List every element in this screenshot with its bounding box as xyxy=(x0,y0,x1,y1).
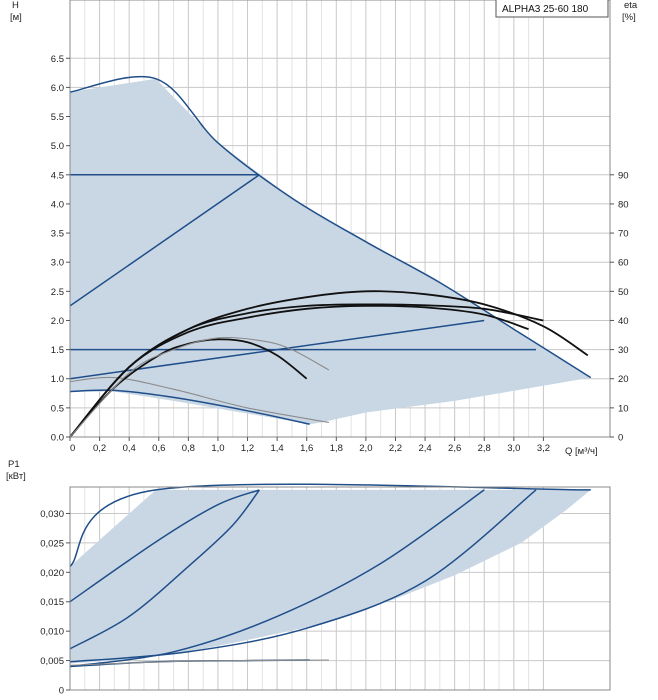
model-label-box: ALPHA3 25-60 180 xyxy=(495,0,609,18)
top-ytick-label-11: 5.5 xyxy=(51,112,64,123)
bot-ytick-label-3: 0,015 xyxy=(40,597,64,608)
top-ytick-label-12: 6.0 xyxy=(51,83,64,94)
power-plot-border xyxy=(69,486,611,691)
flow-x-ticks: 0 0,2 0,4 0,6 0,8 1,0 1,2 1,4 1,6 1,8 2,0 2,2 2,4 2,6… xyxy=(69,437,550,454)
top-ytick-label-8: 4.0 xyxy=(51,199,64,210)
bot-curve-4 xyxy=(69,489,485,668)
top-xtick-label-12: 2,4 xyxy=(418,443,431,454)
head-axis-label: H xyxy=(12,0,19,11)
top-xtick-label-15: 3,0 xyxy=(507,443,520,454)
top-ytick-label-4: 2.0 xyxy=(51,316,64,327)
top-y2tick-label-2: 20 xyxy=(618,374,629,385)
top-ytick-label-5: 2.5 xyxy=(51,287,64,298)
top-y2tick-label-6: 60 xyxy=(618,258,629,269)
top-y2tick-label-9: 90 xyxy=(618,170,629,181)
top-xtick-label-0: 0 xyxy=(70,443,75,454)
power-axis-label: P1 xyxy=(8,459,20,470)
top-xtick-label-8: 1,6 xyxy=(300,443,313,454)
flow-axis-label: Q [м³/ч] xyxy=(565,446,598,457)
top-xtick-label-3: 0,6 xyxy=(152,443,165,454)
top-y2tick-label-8: 80 xyxy=(618,199,629,210)
head-y-ticks: 0.0 0.5 1.0 1.5 2.0 2.5 3.0 3.5 4.0 4.5 5.0 5.5 6.0 6… xyxy=(51,54,70,444)
top-y2tick-label-5: 50 xyxy=(618,287,629,298)
bot-curve-2 xyxy=(69,489,260,650)
power-axis-unit: [кВт] xyxy=(6,471,26,482)
top-ytick-label-7: 3.5 xyxy=(51,229,64,240)
bot-ytick-label-2: 0,010 xyxy=(40,627,64,638)
bot-curve-1 xyxy=(69,489,260,603)
head-curves xyxy=(69,75,592,438)
top-xtick-label-16: 3,2 xyxy=(537,443,550,454)
top-y2tick-label-4: 40 xyxy=(618,316,629,327)
top-xtick-label-4: 0,8 xyxy=(182,443,195,454)
head-panel: 0.0 0.5 1.0 1.5 2.0 2.5 3.0 3.5 4.0 4.5 5.0 5.5 6.0 6… xyxy=(10,0,638,457)
head-plot-border xyxy=(69,0,611,438)
top-y2tick-label-7: 70 xyxy=(618,229,629,240)
top-ytick-label-13: 6.5 xyxy=(51,54,64,65)
bot-curve-6 xyxy=(69,659,329,666)
top-xtick-label-1: 0,2 xyxy=(93,443,106,454)
top-xtick-label-5: 1,0 xyxy=(211,443,224,454)
bot-ytick-label-5: 0,025 xyxy=(40,538,64,549)
eta-axis-unit: [%] xyxy=(622,12,636,23)
bot-ytick-label-6: 0,030 xyxy=(40,509,64,520)
head-axis-unit: [м] xyxy=(10,12,22,23)
top-curve-0 xyxy=(69,75,592,379)
top-xtick-label-6: 1,2 xyxy=(241,443,254,454)
top-curve-2 xyxy=(69,174,260,307)
model-label-frame xyxy=(495,0,609,18)
eta-axis-label: eta xyxy=(624,0,638,11)
top-curve-5 xyxy=(69,389,310,425)
bot-curve-0 xyxy=(69,483,591,567)
top-xtick-label-13: 2,6 xyxy=(448,443,461,454)
top-xtick-label-10: 2,0 xyxy=(359,443,372,454)
model-label: ALPHA3 25-60 180 xyxy=(502,4,589,15)
bot-ytick-label-0: 0 xyxy=(59,686,64,697)
bot-ytick-label-1: 0,005 xyxy=(40,656,64,667)
top-xtick-label-7: 1,4 xyxy=(271,443,284,454)
top-xtick-label-11: 2,2 xyxy=(389,443,402,454)
power-y-ticks: 0 0,005 0,010 0,015 0,020 0,025 0,030 xyxy=(40,509,70,697)
top-xtick-label-14: 2,8 xyxy=(478,443,491,454)
power-panel: 0 0,005 0,010 0,015 0,020 0,025 0,030 P1 [кВт] xyxy=(6,459,611,697)
bot-ytick-label-4: 0,020 xyxy=(40,568,64,579)
top-ytick-label-0: 0.0 xyxy=(51,433,64,444)
top-y2tick-label-0: 0 xyxy=(618,433,623,444)
eta-y-ticks: 0 10 20 30 40 50 60 70 80 90 xyxy=(610,170,629,444)
top-ytick-label-2: 1.0 xyxy=(51,374,64,385)
top-xtick-label-2: 0,4 xyxy=(123,443,136,454)
top-ytick-label-9: 4.5 xyxy=(51,170,64,181)
head-envelope xyxy=(70,78,591,425)
top-curve-6 xyxy=(69,376,329,423)
top-y2tick-label-3: 30 xyxy=(618,345,629,356)
top-ytick-label-1: 0.5 xyxy=(51,403,64,414)
top-ytick-label-6: 3.0 xyxy=(51,258,64,269)
top-curve-9 xyxy=(69,290,589,438)
top-xtick-label-9: 1,8 xyxy=(330,443,343,454)
top-ytick-label-10: 5.0 xyxy=(51,141,64,152)
power-curves xyxy=(69,483,591,668)
power-envelope xyxy=(70,489,591,664)
top-curve-11 xyxy=(69,336,330,438)
top-y2tick-label-1: 10 xyxy=(618,403,629,414)
top-ytick-label-3: 1.5 xyxy=(51,345,64,356)
